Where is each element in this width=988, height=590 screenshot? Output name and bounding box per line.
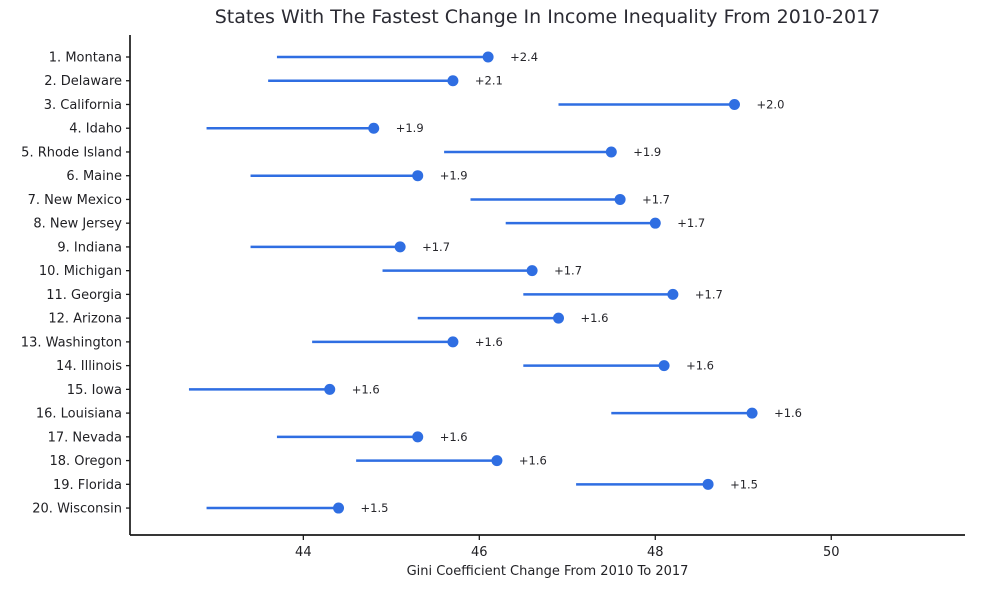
value-dot-washington bbox=[447, 336, 459, 348]
change-label: +1.6 bbox=[475, 335, 503, 349]
y-tick-label: 1. Montana bbox=[49, 51, 122, 66]
change-label: +1.7 bbox=[642, 192, 670, 206]
y-tick-label: 10. Michigan bbox=[39, 264, 122, 279]
value-dot-wisconsin bbox=[333, 502, 345, 514]
y-tick-label: 13. Washington bbox=[21, 335, 122, 350]
change-label: +1.5 bbox=[730, 477, 758, 491]
change-label: +2.1 bbox=[475, 74, 503, 88]
change-label: +1.6 bbox=[519, 454, 547, 468]
value-dot-florida bbox=[702, 478, 714, 490]
y-tick-label: 7. New Mexico bbox=[28, 193, 122, 208]
value-dot-nevada bbox=[412, 431, 424, 443]
chart-title: States With The Fastest Change In Income… bbox=[214, 6, 881, 28]
value-dot-illinois bbox=[658, 360, 670, 372]
x-tick-label: 50 bbox=[823, 545, 840, 560]
change-label: +1.7 bbox=[554, 264, 582, 278]
change-label: +1.9 bbox=[396, 121, 424, 135]
change-label: +1.9 bbox=[440, 169, 468, 183]
value-dot-oregon bbox=[491, 455, 503, 467]
x-tick-label: 44 bbox=[295, 545, 312, 560]
value-dot-idaho bbox=[368, 122, 380, 134]
y-tick-label: 14. Illinois bbox=[56, 359, 122, 374]
change-label: +1.6 bbox=[440, 430, 468, 444]
y-tick-label: 3. California bbox=[44, 98, 122, 113]
y-tick-label: 12. Arizona bbox=[48, 312, 122, 327]
change-label: +1.9 bbox=[633, 145, 661, 159]
change-label: +1.7 bbox=[677, 216, 705, 230]
value-dot-louisiana bbox=[746, 407, 758, 419]
x-tick-label: 46 bbox=[471, 545, 488, 560]
value-dot-california bbox=[728, 98, 740, 110]
y-tick-label: 16. Louisiana bbox=[36, 407, 122, 422]
change-label: +1.6 bbox=[580, 311, 608, 325]
y-tick-label: 4. Idaho bbox=[69, 122, 122, 137]
change-label: +1.7 bbox=[695, 287, 723, 301]
change-label: +1.6 bbox=[686, 359, 714, 373]
change-label: +1.6 bbox=[774, 406, 802, 420]
y-tick-label: 9. Indiana bbox=[57, 240, 122, 255]
x-axis-label: Gini Coefficient Change From 2010 To 201… bbox=[406, 564, 689, 579]
y-tick-label: 20. Wisconsin bbox=[32, 502, 122, 517]
value-dot-new-mexico bbox=[614, 193, 626, 205]
chart-plot-area: 44 46 48 50 1. Montana +2.4 2. Delaware +2.1 3. … bbox=[21, 35, 965, 560]
value-dot-maine bbox=[412, 170, 424, 182]
y-tick-label: 19. Florida bbox=[53, 478, 122, 493]
value-dot-new-jersey bbox=[649, 217, 661, 229]
y-tick-label: 2. Delaware bbox=[44, 74, 122, 89]
value-dot-arizona bbox=[552, 312, 564, 324]
y-tick-label: 17. Nevada bbox=[48, 430, 122, 445]
value-dot-montana bbox=[482, 51, 494, 63]
change-label: +1.7 bbox=[422, 240, 450, 254]
value-dot-iowa bbox=[324, 383, 336, 395]
y-tick-label: 8. New Jersey bbox=[33, 217, 122, 232]
change-label: +1.5 bbox=[361, 501, 389, 515]
change-label: +1.6 bbox=[352, 382, 380, 396]
change-label: +2.4 bbox=[510, 50, 538, 64]
y-tick-label: 5. Rhode Island bbox=[21, 145, 122, 160]
y-tick-label: 11. Georgia bbox=[46, 288, 122, 303]
value-dot-indiana bbox=[394, 241, 406, 253]
y-tick-label: 18. Oregon bbox=[49, 454, 122, 469]
value-dot-michigan bbox=[526, 265, 538, 277]
x-tick-label: 48 bbox=[647, 545, 664, 560]
y-tick-label: 6. Maine bbox=[66, 169, 122, 184]
value-dot-georgia bbox=[667, 288, 679, 300]
value-dot-delaware bbox=[447, 75, 459, 87]
value-dot-rhode-island bbox=[605, 146, 617, 158]
y-tick-label: 15. Iowa bbox=[67, 383, 122, 398]
change-label: +2.0 bbox=[756, 97, 784, 111]
